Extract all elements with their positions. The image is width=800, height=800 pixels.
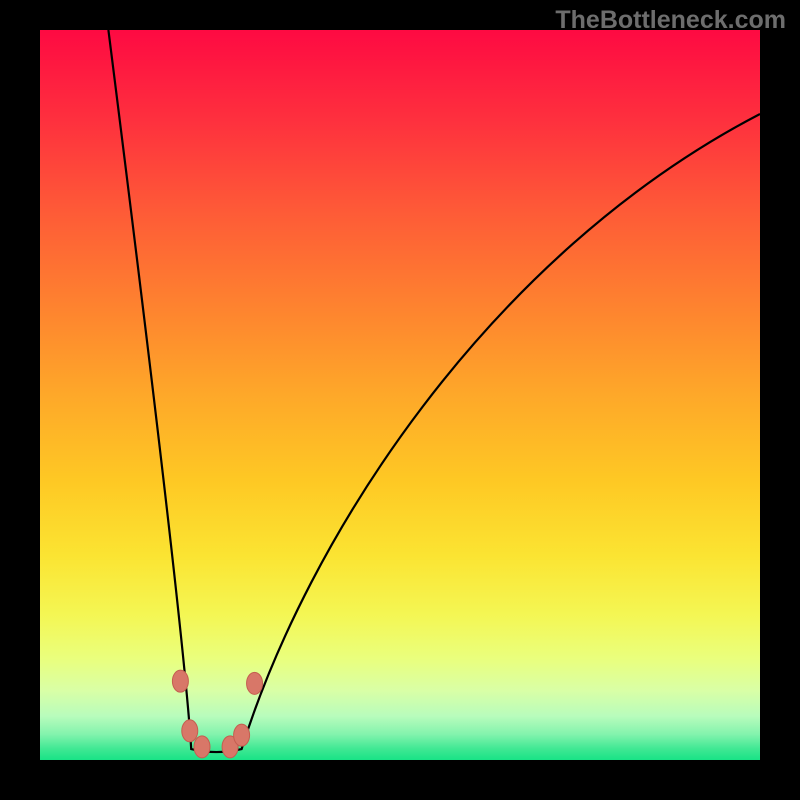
plot-background [40,30,760,760]
chart-container: TheBottleneck.com [0,0,800,800]
curve-marker [247,672,263,694]
frame-right [760,0,800,800]
frame-bottom [0,760,800,800]
frame-left [0,0,40,800]
bottleneck-curve-chart [0,0,800,800]
curve-marker [234,724,250,746]
curve-marker [194,736,210,758]
watermark-text: TheBottleneck.com [555,6,786,35]
curve-marker [182,720,198,742]
curve-marker [172,670,188,692]
